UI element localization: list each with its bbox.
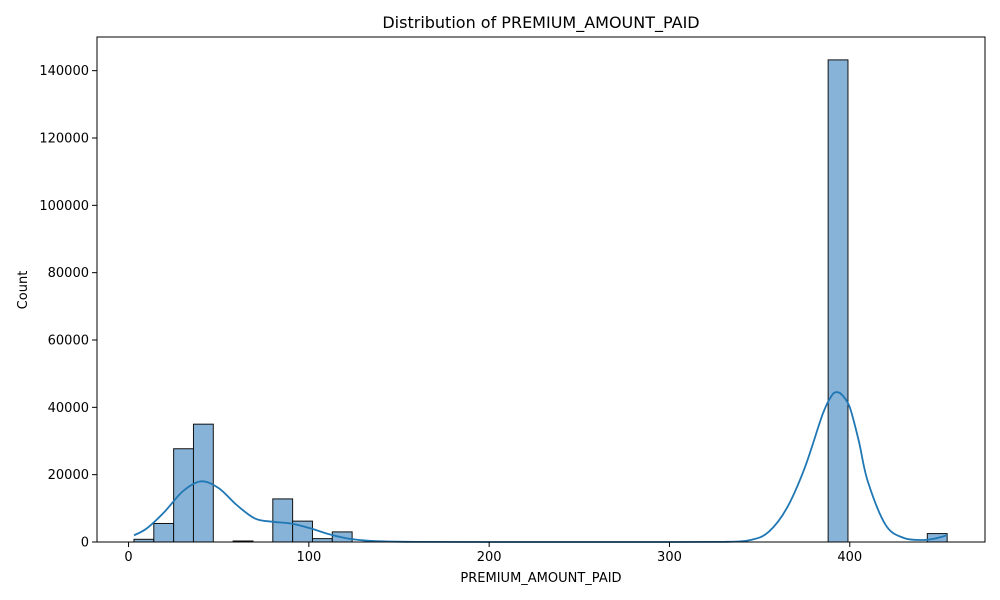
x-tick-label: 300 bbox=[657, 550, 682, 565]
histogram-bars bbox=[133, 59, 948, 543]
x-axis: 0 100 200 300 400 bbox=[124, 542, 862, 565]
histogram-bar bbox=[272, 498, 294, 543]
kde-line bbox=[133, 391, 948, 543]
x-tick-label: 0 bbox=[124, 550, 132, 565]
y-tick-label: 100000 bbox=[39, 199, 89, 214]
y-tick-label: 140000 bbox=[39, 64, 89, 79]
x-tick-label: 100 bbox=[296, 550, 321, 565]
histogram-bar bbox=[153, 522, 175, 543]
x-tick-label: 200 bbox=[477, 550, 502, 565]
histogram-bar bbox=[173, 448, 194, 543]
y-tick-label: 20000 bbox=[48, 468, 89, 483]
plot-frame bbox=[96, 36, 986, 543]
y-axis: 0 20000 40000 60000 80000 100000 120000 140000 bbox=[39, 64, 97, 551]
y-tick-label: 40000 bbox=[48, 401, 89, 416]
histogram-bar bbox=[311, 538, 333, 543]
histogram-bar bbox=[827, 59, 849, 543]
y-tick-label: 0 bbox=[81, 536, 89, 551]
y-tick-label: 120000 bbox=[39, 132, 89, 147]
x-axis-title: PREMIUM_AMOUNT_PAID bbox=[460, 571, 621, 586]
chart-title: Distribution of PREMIUM_AMOUNT_PAID bbox=[382, 13, 699, 33]
x-tick-label: 400 bbox=[837, 550, 862, 565]
y-axis-title: Count bbox=[16, 271, 31, 310]
y-tick-label: 80000 bbox=[48, 266, 89, 281]
y-tick-label: 60000 bbox=[48, 334, 89, 349]
